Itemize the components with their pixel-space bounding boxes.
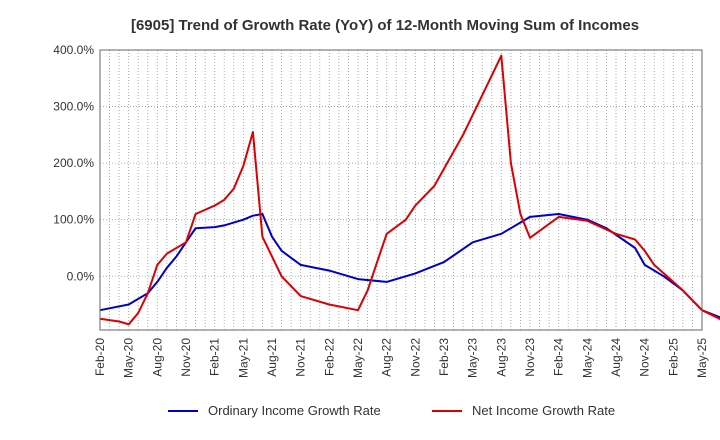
x-tick-label: May-23 bbox=[466, 338, 480, 378]
legend-label: Ordinary Income Growth Rate bbox=[208, 403, 381, 418]
legend-item-net-income: Net Income Growth Rate bbox=[432, 403, 615, 418]
x-tick-label: May-21 bbox=[236, 338, 250, 378]
x-tick-label: May-25 bbox=[695, 338, 709, 378]
y-tick-label: 100.0% bbox=[53, 213, 94, 227]
x-tick-label: Feb-23 bbox=[437, 338, 451, 376]
x-tick-label: May-20 bbox=[122, 338, 136, 378]
x-tick-label: Aug-21 bbox=[265, 338, 279, 377]
x-tick-label: Nov-21 bbox=[294, 338, 308, 377]
chart-title: [6905] Trend of Growth Rate (YoY) of 12-… bbox=[131, 17, 639, 34]
x-tick-label: May-22 bbox=[351, 338, 365, 378]
legend-label: Net Income Growth Rate bbox=[472, 403, 615, 418]
legend-item-ordinary-income: Ordinary Income Growth Rate bbox=[168, 403, 381, 418]
x-tick-label: Feb-22 bbox=[322, 338, 336, 376]
x-tick-label: Aug-23 bbox=[494, 338, 508, 377]
grid bbox=[99, 49, 703, 330]
x-tick-label: Nov-20 bbox=[179, 338, 193, 377]
net-income-line bbox=[99, 54, 720, 326]
x-tick-label: Aug-22 bbox=[380, 338, 394, 377]
x-tick-label: Feb-25 bbox=[666, 338, 680, 376]
x-tick-label: Feb-20 bbox=[93, 338, 107, 376]
x-tick-label: Nov-22 bbox=[408, 338, 422, 377]
x-tick-label: Feb-21 bbox=[208, 338, 222, 376]
series-lines bbox=[99, 54, 720, 326]
plot-area bbox=[100, 50, 702, 330]
x-tick-label: Aug-20 bbox=[150, 338, 164, 377]
axes: 400.0% 300.0% 200.0% 100.0% 0.0% Feb-20 May-20… bbox=[53, 43, 709, 378]
x-tick-label: Feb-24 bbox=[552, 338, 566, 376]
x-tick-label: Aug-24 bbox=[609, 338, 623, 377]
plot-border bbox=[99, 49, 703, 331]
x-tick-label: Nov-23 bbox=[523, 338, 537, 377]
y-tick-label: 200.0% bbox=[53, 156, 94, 170]
x-tick-label: May-24 bbox=[580, 338, 594, 378]
legend: Ordinary Income Growth Rate Net Income Gr… bbox=[168, 403, 615, 418]
ordinary-income-line bbox=[99, 213, 720, 319]
y-tick-label: 300.0% bbox=[53, 100, 94, 114]
y-tick-label: 400.0% bbox=[53, 43, 94, 57]
x-tick-label: Nov-24 bbox=[638, 338, 652, 377]
y-tick-label: 0.0% bbox=[67, 269, 95, 283]
